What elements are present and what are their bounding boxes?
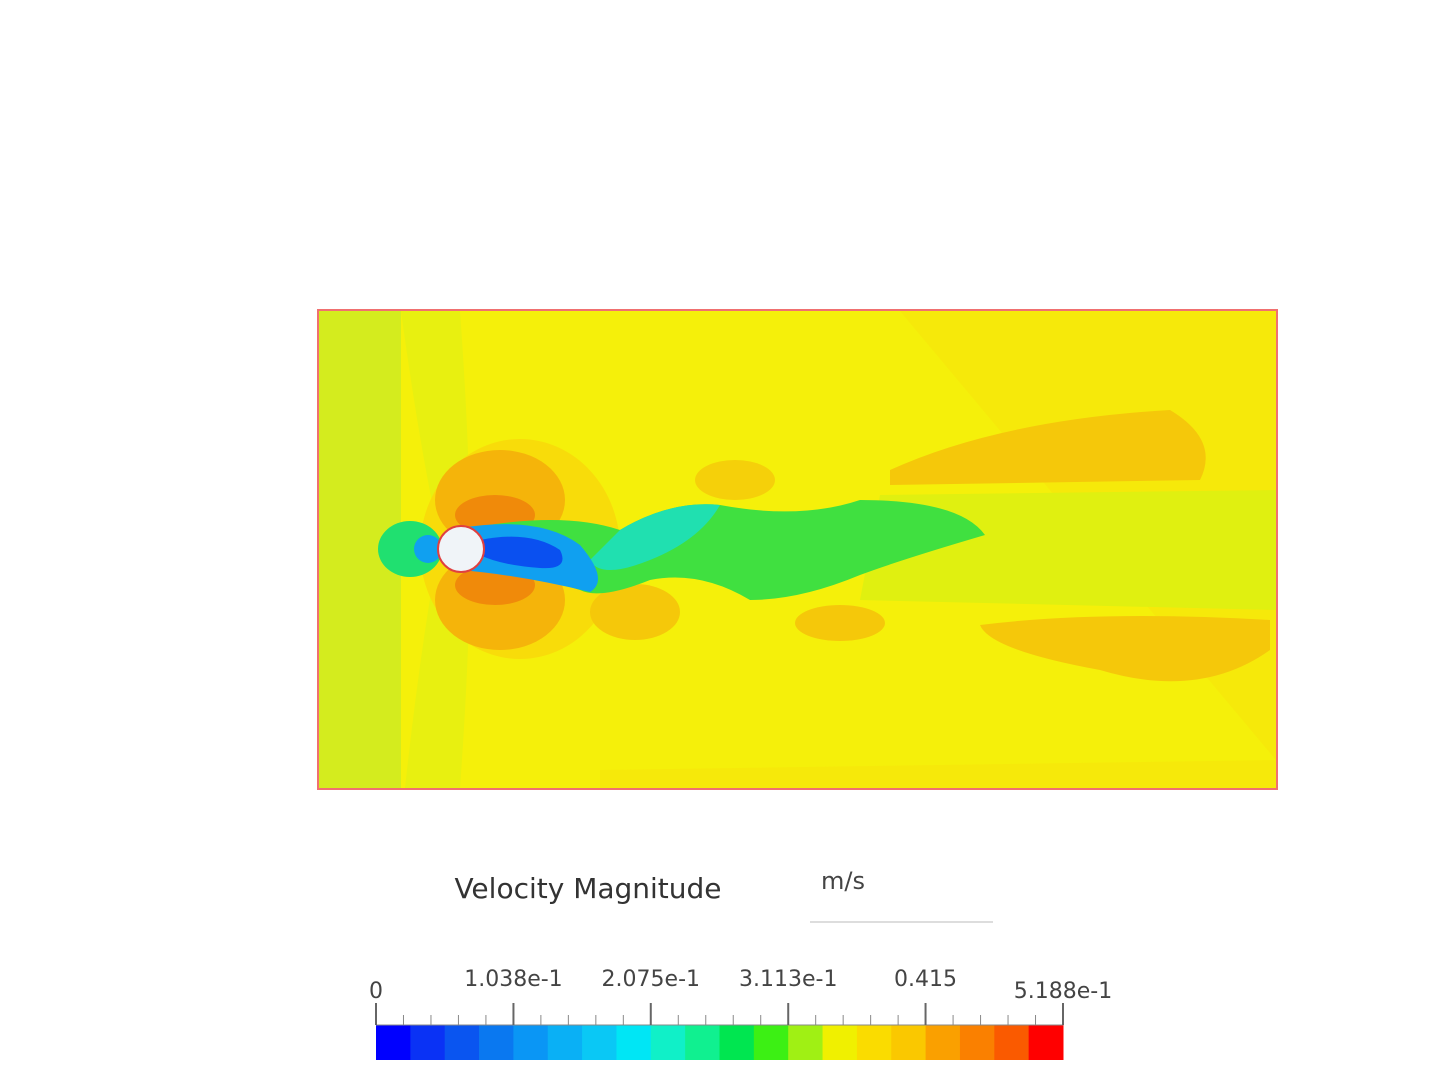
color-swatch xyxy=(513,1025,549,1060)
color-swatch xyxy=(410,1025,446,1060)
tick-label: 1.038e-1 xyxy=(464,967,562,992)
tick-label: 3.113e-1 xyxy=(739,967,837,992)
color-swatch xyxy=(719,1025,755,1060)
color-swatch xyxy=(925,1025,961,1060)
color-swatch xyxy=(444,1025,480,1060)
flow-field xyxy=(317,309,1278,790)
color-swatch xyxy=(994,1025,1030,1060)
color-swatch xyxy=(650,1025,686,1060)
color-swatch xyxy=(547,1025,583,1060)
color-swatch xyxy=(1028,1025,1064,1060)
color-swatch xyxy=(582,1025,617,1060)
color-swatch xyxy=(753,1025,789,1060)
colorbar: 0 1.038e-1 2.075e-1 3.113e-1 0.415 5.188e-1 xyxy=(369,967,1112,1060)
color-swatch xyxy=(376,1025,411,1060)
legend-unit: m/s xyxy=(821,867,865,895)
color-swatch xyxy=(479,1025,514,1060)
color-swatch xyxy=(959,1025,995,1060)
color-swatch xyxy=(822,1025,858,1060)
tick-label: 0.415 xyxy=(894,967,957,992)
color-swatch xyxy=(685,1025,720,1060)
tick-label: 2.075e-1 xyxy=(602,967,700,992)
color-swatch xyxy=(616,1025,652,1060)
color-swatch xyxy=(788,1025,824,1060)
legend-title: Velocity Magnitude xyxy=(454,872,721,905)
tick-label: 0 xyxy=(369,979,383,1004)
color-swatch xyxy=(856,1025,892,1060)
color-swatch xyxy=(891,1025,927,1060)
tick-label: 5.188e-1 xyxy=(1014,979,1112,1004)
